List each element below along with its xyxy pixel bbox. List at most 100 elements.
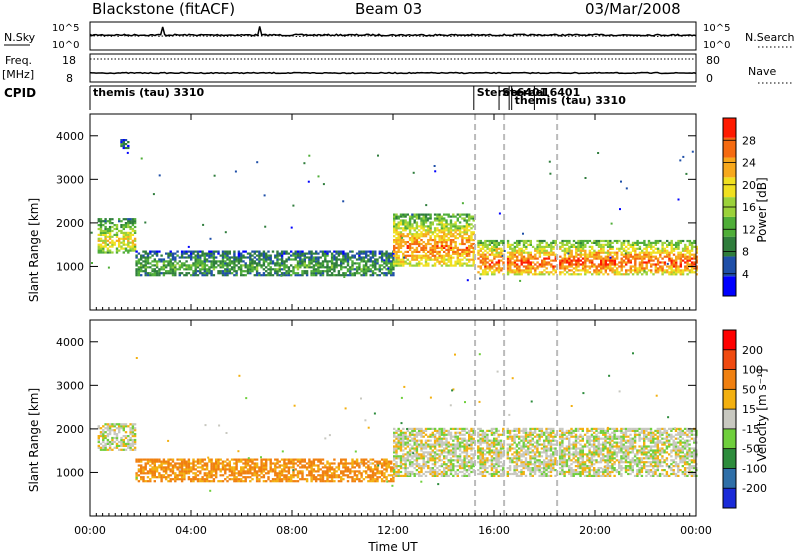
power-cell bbox=[447, 227, 450, 230]
power-cell bbox=[353, 274, 356, 277]
power-cell bbox=[108, 222, 112, 225]
power-cell bbox=[461, 227, 464, 230]
power-cell bbox=[122, 139, 125, 142]
power-cell bbox=[244, 270, 247, 273]
velocity-cell bbox=[269, 464, 272, 467]
power-cell bbox=[634, 267, 637, 270]
power-cell bbox=[443, 233, 446, 236]
power-cell bbox=[217, 272, 220, 275]
power-cell bbox=[120, 224, 123, 227]
power-cell bbox=[688, 263, 692, 266]
power-cell bbox=[249, 262, 252, 265]
velocity-cell bbox=[133, 435, 137, 438]
velocity-cell bbox=[187, 458, 191, 461]
velocity-cell bbox=[233, 468, 236, 471]
power-cell bbox=[278, 258, 281, 261]
power-cell bbox=[513, 255, 517, 258]
velocity-cell bbox=[230, 458, 234, 461]
power-cell bbox=[506, 259, 510, 262]
power-cell bbox=[305, 274, 309, 277]
power-cell bbox=[326, 266, 329, 269]
velocity-cell bbox=[399, 461, 403, 464]
velocity-cell bbox=[431, 427, 434, 430]
power-cell bbox=[684, 245, 687, 248]
velocity-cell bbox=[456, 443, 459, 446]
velocity-cell bbox=[260, 460, 263, 463]
power-cell bbox=[566, 261, 569, 264]
power-cell bbox=[415, 231, 419, 234]
velocity-cell bbox=[201, 480, 204, 483]
power-cell bbox=[230, 268, 234, 271]
power-cell bbox=[527, 253, 530, 256]
power-cell bbox=[146, 254, 150, 257]
power-cell bbox=[452, 250, 455, 253]
power-cell bbox=[550, 243, 553, 246]
power-cell bbox=[351, 268, 354, 271]
power-cell bbox=[501, 254, 504, 257]
power-cell bbox=[449, 221, 453, 224]
power-cell bbox=[127, 233, 130, 236]
power-cell bbox=[495, 243, 498, 246]
power-cell bbox=[367, 260, 370, 263]
power-cell bbox=[663, 247, 667, 250]
power-cell bbox=[431, 250, 434, 253]
velocity-cell bbox=[305, 468, 309, 471]
velocity-cell bbox=[237, 480, 241, 483]
velocity-cell bbox=[420, 465, 423, 468]
velocity-cell bbox=[387, 460, 391, 463]
power-cell bbox=[656, 257, 660, 260]
power-cell bbox=[387, 266, 391, 269]
power-cell bbox=[427, 239, 430, 242]
power-cell bbox=[559, 241, 562, 244]
power-cell bbox=[491, 251, 494, 254]
power-cell bbox=[433, 219, 437, 222]
power-cell bbox=[470, 217, 473, 220]
power-cell bbox=[387, 260, 391, 263]
power-cell bbox=[196, 270, 200, 273]
power-cell bbox=[303, 266, 306, 269]
velocity-cell bbox=[422, 472, 425, 476]
velocity-cell bbox=[481, 447, 484, 450]
power-cell bbox=[215, 262, 218, 265]
power-cell bbox=[133, 245, 137, 248]
power-cell bbox=[579, 273, 582, 276]
power-cell bbox=[144, 252, 147, 255]
power-cell bbox=[274, 262, 277, 265]
power-cell bbox=[226, 254, 229, 257]
velocity-cell bbox=[224, 478, 227, 481]
velocity-cell bbox=[465, 455, 469, 458]
power-cell bbox=[458, 229, 462, 232]
velocity-cell bbox=[240, 460, 243, 463]
velocity-cell bbox=[393, 463, 396, 466]
velocity-cell bbox=[276, 472, 279, 475]
velocity-cell bbox=[486, 439, 489, 442]
power-cell bbox=[436, 229, 439, 232]
velocity-cell bbox=[296, 480, 300, 483]
power-cell bbox=[668, 271, 671, 274]
power-cell bbox=[634, 253, 637, 256]
power-cell bbox=[472, 252, 475, 255]
power-cell bbox=[431, 233, 434, 236]
velocity-cell bbox=[436, 443, 439, 446]
power-cell bbox=[643, 257, 646, 260]
power-cell bbox=[433, 262, 437, 265]
power-cell bbox=[194, 274, 197, 277]
freq-unit: [MHz] bbox=[2, 68, 34, 81]
power-cell bbox=[634, 243, 637, 246]
velocity-cell bbox=[274, 468, 277, 471]
velocity-cell bbox=[217, 462, 220, 465]
power-cell bbox=[201, 252, 204, 255]
velocity-cell bbox=[390, 478, 393, 481]
power-cell bbox=[567, 252, 570, 255]
power-cell bbox=[579, 241, 582, 244]
power-cell bbox=[438, 235, 441, 238]
power-cell bbox=[613, 251, 617, 254]
velocity-cell bbox=[196, 460, 200, 463]
velocity-cell bbox=[385, 460, 388, 463]
velocity-cell bbox=[321, 478, 325, 481]
power-cell bbox=[108, 245, 112, 248]
power-cell bbox=[545, 249, 548, 252]
velocity-cell bbox=[212, 470, 216, 473]
power-cell bbox=[369, 260, 372, 263]
power-cell bbox=[408, 229, 412, 232]
